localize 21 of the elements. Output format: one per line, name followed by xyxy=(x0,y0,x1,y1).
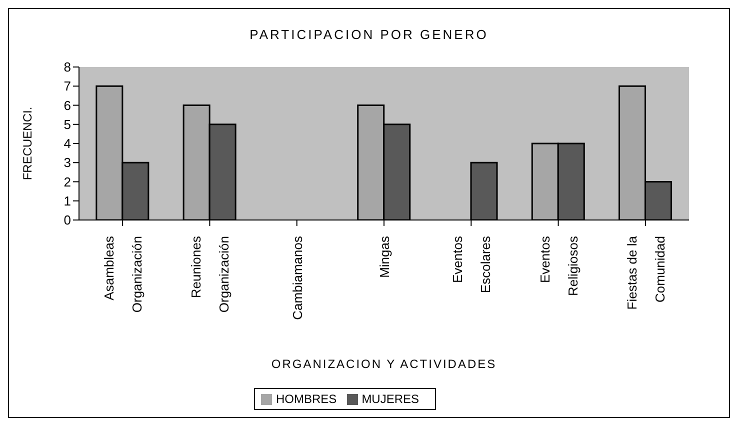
x-tick-label: Eventos Escolares xyxy=(450,236,494,294)
legend-label: MUJERES xyxy=(362,392,420,406)
x-tick-label: Asambleas Organización xyxy=(102,236,145,313)
y-tick-label: 5 xyxy=(64,116,71,132)
x-axis-title: ORGANIZACION Y ACTIVIDADES xyxy=(271,357,497,371)
x-tick-label: Eventos Religiosos xyxy=(537,236,580,296)
y-tick-label: 2 xyxy=(64,174,71,190)
x-tick-label: Fiestas de la Comunidad xyxy=(624,235,668,310)
x-tick-label: Reuniones Organización xyxy=(188,236,232,313)
legend-label: HOMBRES xyxy=(276,392,337,406)
y-tick-label: 8 xyxy=(64,60,71,75)
y-tick-label: 4 xyxy=(64,136,71,152)
x-tick-label: Mingas xyxy=(377,236,392,278)
x-tick-label: Cambiamanos xyxy=(290,236,305,320)
y-tick-label: 6 xyxy=(64,98,71,113)
y-tick-label: 7 xyxy=(64,78,71,94)
y-tick-label: 1 xyxy=(64,193,71,208)
chart-title: PARTICIPACION POR GENERO xyxy=(248,27,490,44)
y-tick-label: 3 xyxy=(64,155,71,170)
y-tick-label: 0 xyxy=(64,212,71,228)
y-axis-title: FRECUENCI. xyxy=(20,106,34,180)
